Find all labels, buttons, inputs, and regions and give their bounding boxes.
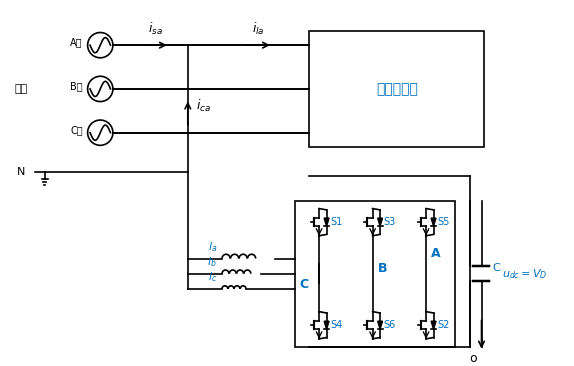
Text: A: A <box>431 247 441 260</box>
FancyBboxPatch shape <box>309 31 484 147</box>
Text: S4: S4 <box>330 320 342 330</box>
FancyBboxPatch shape <box>295 201 455 347</box>
Text: C: C <box>492 263 500 273</box>
Text: $l_b$: $l_b$ <box>207 255 217 269</box>
Text: C: C <box>300 277 309 291</box>
Text: $i_{la}$: $i_{la}$ <box>252 21 265 37</box>
Text: o: o <box>469 352 476 365</box>
Text: A相: A相 <box>70 37 83 47</box>
Text: S5: S5 <box>437 217 449 227</box>
Text: S2: S2 <box>437 320 449 330</box>
Text: S6: S6 <box>383 320 395 330</box>
Text: $i_{ca}$: $i_{ca}$ <box>196 98 211 115</box>
Text: N: N <box>17 167 26 176</box>
Text: B: B <box>378 262 387 275</box>
Text: $i_{sa}$: $i_{sa}$ <box>148 21 162 37</box>
Text: S1: S1 <box>330 217 342 227</box>
Polygon shape <box>324 321 329 329</box>
Polygon shape <box>378 321 382 329</box>
Polygon shape <box>431 218 436 226</box>
Text: $l_c$: $l_c$ <box>208 270 217 284</box>
Text: S3: S3 <box>383 217 395 227</box>
Polygon shape <box>431 321 436 329</box>
Text: B相: B相 <box>70 81 83 91</box>
Text: $u_{dc}=V_D$: $u_{dc}=V_D$ <box>502 267 548 281</box>
Text: C相: C相 <box>70 125 83 135</box>
Polygon shape <box>324 218 329 226</box>
Text: 非线性负载: 非线性负载 <box>376 82 418 96</box>
Text: $l_a$: $l_a$ <box>208 240 217 254</box>
Polygon shape <box>378 218 382 226</box>
Text: 电源: 电源 <box>15 84 28 94</box>
